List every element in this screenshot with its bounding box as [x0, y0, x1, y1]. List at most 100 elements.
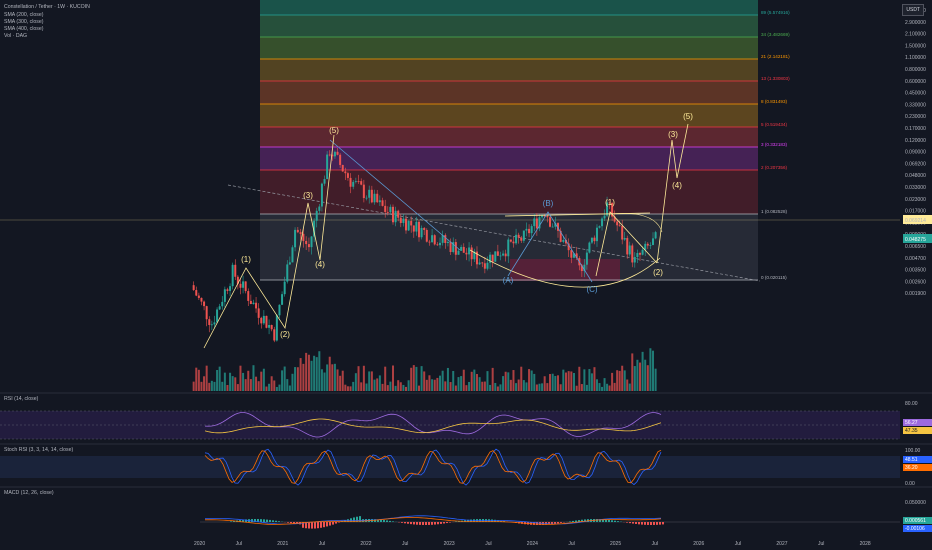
volume-bar — [522, 380, 525, 391]
macd-hist-bar — [263, 519, 265, 522]
price-tick: 0.330000 — [905, 102, 926, 108]
fib-zones — [260, 0, 758, 281]
wave-labels: (1) (2) (3) (4) (5) (A) (B) (C) (1) (2) (3) (4) (5) — [241, 112, 693, 339]
candle-body — [570, 250, 573, 258]
volume-bar — [249, 379, 252, 391]
candle-body — [538, 217, 541, 229]
macd-hist-bar — [392, 521, 394, 522]
candle-body — [203, 301, 206, 307]
volume-bar — [494, 382, 497, 391]
candle-body — [504, 253, 507, 257]
volume-bar — [633, 366, 636, 391]
overlay-sma-200[interactable]: SMA (200, close) — [4, 12, 44, 18]
macd-hist-bar — [353, 517, 355, 522]
volume-bar — [578, 366, 581, 391]
macd-hist-bar — [581, 519, 583, 522]
volume-bar — [533, 373, 536, 391]
volume-bar — [496, 386, 499, 391]
macd-hist-bar — [305, 522, 307, 529]
macd-hist-bar — [557, 522, 559, 524]
candle-body — [270, 324, 273, 330]
candle-body — [302, 233, 305, 241]
volume-bar — [354, 373, 357, 391]
volume-bar — [333, 363, 336, 391]
candle-body — [631, 245, 634, 263]
volume-bar — [628, 383, 631, 391]
volume-bar — [457, 377, 460, 391]
wave-path-2 — [656, 123, 689, 264]
candle-body — [517, 234, 520, 238]
overlay-sma-300[interactable]: SMA (300, close) — [4, 19, 44, 25]
candle-body — [454, 242, 457, 255]
volume-bar — [509, 379, 512, 391]
wave-label: (2) — [653, 268, 663, 277]
candle-body — [475, 251, 478, 265]
volume-bar — [368, 371, 371, 391]
candle-body — [502, 253, 505, 256]
time-tick: 2028 — [860, 541, 871, 547]
volume-bar — [559, 384, 562, 391]
time-tick: 2020 — [194, 541, 205, 547]
volume-bar — [260, 371, 263, 391]
macd-hist-bar — [611, 520, 613, 522]
candle-body — [299, 232, 302, 234]
macd-hist-bar — [389, 520, 391, 522]
downtrend-line — [329, 139, 461, 251]
candle-body — [307, 244, 310, 248]
candle-body — [318, 206, 321, 211]
candle-body — [557, 223, 559, 231]
candle-body — [509, 239, 512, 242]
volume-bar — [252, 365, 255, 391]
macd-value-2: -0.00106 — [905, 526, 925, 532]
macd-hist-bar — [323, 522, 325, 528]
time-axis: 2020 Jul 2021 Jul 2022 Jul 2023 Jul 2024 Jul 2025 J… — [194, 541, 871, 547]
price-tick: 0.023000 — [905, 197, 926, 203]
macd-hist-bar — [422, 522, 424, 525]
macd-level: 0.050000 — [905, 500, 926, 506]
candle-body — [234, 264, 237, 277]
currency-button[interactable]: USDT — [902, 4, 924, 16]
volume-bar — [291, 373, 294, 391]
overlay-volume[interactable]: Vol · DAG — [4, 33, 28, 39]
macd-title[interactable]: MACD (12, 26, close) — [4, 490, 54, 496]
macd-hist-bar — [329, 522, 331, 526]
volume-bar — [234, 377, 237, 391]
macd-hist-bar — [425, 522, 427, 525]
volume-bar — [360, 382, 363, 391]
candle-body — [628, 245, 631, 255]
volume-bar — [583, 369, 586, 391]
candle-body — [244, 281, 247, 292]
candle-body — [326, 154, 329, 180]
candle-body — [478, 262, 481, 265]
macd-hist-bar — [497, 520, 499, 522]
price-tick: 0.170000 — [905, 126, 926, 132]
candle-body — [573, 253, 575, 258]
time-tick: Jul — [735, 541, 741, 547]
candle-body — [231, 264, 234, 287]
macd-hist-bar — [278, 521, 280, 522]
candle-body — [275, 315, 278, 341]
fib-level-label: 8 (0.831493) — [761, 99, 788, 104]
volume-bar — [598, 383, 601, 391]
candle-body — [291, 247, 294, 263]
candle-body — [378, 200, 381, 203]
wave-label: (4) — [672, 181, 682, 190]
volume-bar — [520, 366, 523, 391]
candle-body — [265, 315, 268, 328]
macd-value-1: 0.000561 — [905, 518, 926, 524]
candle-body — [305, 240, 308, 245]
candle-body — [428, 241, 431, 243]
volume-bar — [446, 367, 449, 391]
volume-bar — [420, 366, 423, 391]
macd-hist-bar — [290, 522, 292, 524]
candle-body — [249, 300, 252, 305]
candle-body — [559, 230, 562, 242]
candle-body — [633, 257, 636, 263]
stoch-title[interactable]: Stoch RSI (3, 3, 14, 14, close) — [4, 447, 74, 453]
rsi-title[interactable]: RSI (14, close) — [4, 396, 39, 402]
time-tick: 2023 — [444, 541, 455, 547]
volume-bar — [205, 365, 208, 391]
overlay-sma-400[interactable]: SMA (400, close) — [4, 26, 44, 32]
volume-bar — [573, 372, 575, 391]
